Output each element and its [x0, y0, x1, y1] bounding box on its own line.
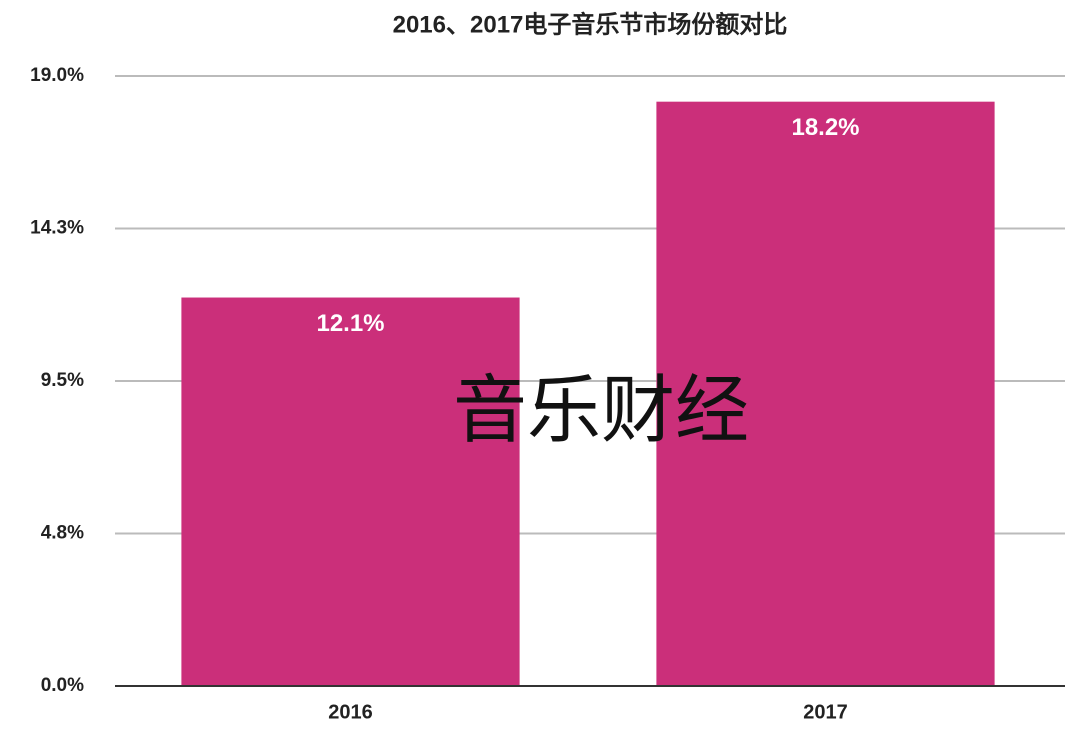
y-tick-label: 0.0%: [41, 675, 84, 696]
y-tick-label: 19.0%: [30, 65, 84, 86]
y-tick-label: 9.5%: [41, 370, 84, 391]
value-label: 18.2%: [791, 114, 859, 141]
watermark: 音乐财经: [453, 369, 749, 452]
x-tick-label: 2017: [803, 701, 848, 723]
chart-title: 2016、2017电子音乐节市场份额对比: [393, 10, 788, 38]
bar: [656, 101, 995, 687]
y-tick-label: 4.8%: [41, 523, 84, 544]
y-tick-label: 14.3%: [30, 218, 84, 239]
value-label: 12.1%: [316, 310, 384, 337]
bar: [181, 297, 520, 686]
x-tick-label: 2016: [328, 701, 373, 723]
